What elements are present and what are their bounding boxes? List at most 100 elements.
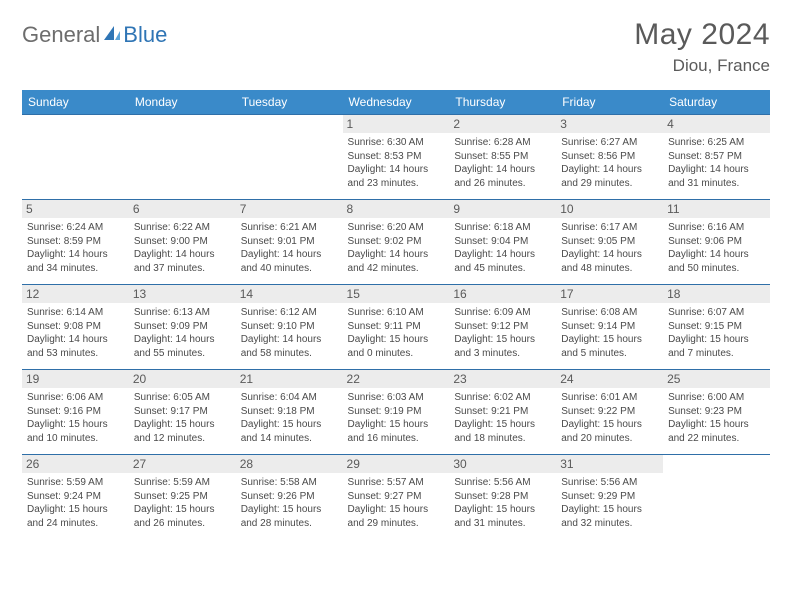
calendar-cell: 31 Sunrise: 5:56 AMSunset: 9:29 PMDayligh… [556, 455, 663, 540]
day-number: 28 [236, 455, 343, 473]
month-title: May 2024 [634, 18, 770, 52]
calendar-cell: 8 Sunrise: 6:20 AMSunset: 9:02 PMDaylight… [343, 200, 450, 285]
day-detail-text: Sunrise: 6:02 AMSunset: 9:21 PMDaylight:… [454, 391, 551, 445]
day-detail-text: Sunrise: 6:08 AMSunset: 9:14 PMDaylight:… [561, 306, 658, 360]
calendar-cell: 6Sunrise: 6:22 AMSunset: 9:00 PMDaylight… [129, 200, 236, 285]
day-detail-text: Sunrise: 6:27 AMSunset: 8:56 PMDaylight:… [561, 136, 658, 190]
day-header-wed: Wednesday [343, 90, 450, 115]
day-detail-text: Sunrise: 6:18 AMSunset: 9:04 PMDaylight:… [454, 221, 551, 275]
calendar-cell: 22 Sunrise: 6:03 AMSunset: 9:19 PMDayligh… [343, 370, 450, 455]
header: General Blue May 2024 Diou, France [22, 18, 770, 76]
day-number: 10 [556, 200, 663, 218]
day-number: 29 [343, 455, 450, 473]
calendar-cell: 12 Sunrise: 6:14 AMSunset: 9:08 PMDayligh… [22, 285, 129, 370]
day-number: 19 [22, 370, 129, 388]
day-number: 7 [236, 200, 343, 218]
calendar-cell: 26Sunrise: 5:59 AMSunset: 9:24 PMDayligh… [22, 455, 129, 540]
day-number: 17 [556, 285, 663, 303]
calendar-page: General Blue May 2024 Diou, France Sunda… [0, 0, 792, 540]
day-detail-text: Sunrise: 6:09 AMSunset: 9:12 PMDaylight:… [454, 306, 551, 360]
day-detail-text: Sunrise: 6:00 AMSunset: 9:23 PMDaylight:… [668, 391, 765, 445]
calendar-cell: 5 Sunrise: 6:24 AMSunset: 8:59 PMDaylight… [22, 200, 129, 285]
location-text: Diou, France [634, 56, 770, 76]
day-detail-text: Sunrise: 6:28 AMSunset: 8:55 PMDaylight:… [454, 136, 551, 190]
day-number: 12 [22, 285, 129, 303]
calendar-header-row: Sunday Monday Tuesday Wednesday Thursday… [22, 90, 770, 115]
day-number: 2 [449, 115, 556, 133]
calendar-cell: 23 Sunrise: 6:02 AMSunset: 9:21 PMDayligh… [449, 370, 556, 455]
day-number: 9 [449, 200, 556, 218]
calendar-cell: 15 Sunrise: 6:10 AMSunset: 9:11 PMDayligh… [343, 285, 450, 370]
day-number: 24 [556, 370, 663, 388]
calendar-cell [663, 455, 770, 540]
day-detail-text: Sunrise: 6:16 AMSunset: 9:06 PMDaylight:… [668, 221, 765, 275]
calendar-cell: 13 Sunrise: 6:13 AMSunset: 9:09 PMDayligh… [129, 285, 236, 370]
day-number: 1 [343, 115, 450, 133]
calendar-week-row: 5 Sunrise: 6:24 AMSunset: 8:59 PMDaylight… [22, 200, 770, 285]
logo: General Blue [22, 22, 167, 48]
calendar-cell: 29Sunrise: 5:57 AMSunset: 9:27 PMDayligh… [343, 455, 450, 540]
calendar-cell: 4Sunrise: 6:25 AMSunset: 8:57 PMDaylight… [663, 115, 770, 200]
day-number: 3 [556, 115, 663, 133]
calendar-cell: 3 Sunrise: 6:27 AMSunset: 8:56 PMDaylight… [556, 115, 663, 200]
title-block: May 2024 Diou, France [634, 18, 770, 76]
day-number: 20 [129, 370, 236, 388]
day-detail-text: Sunrise: 6:13 AMSunset: 9:09 PMDaylight:… [134, 306, 231, 360]
calendar-cell: 16 Sunrise: 6:09 AMSunset: 9:12 PMDayligh… [449, 285, 556, 370]
day-number: 30 [449, 455, 556, 473]
day-detail-text: Sunrise: 6:07 AMSunset: 9:15 PMDaylight:… [668, 306, 765, 360]
calendar-cell: 20Sunrise: 6:05 AMSunset: 9:17 PMDayligh… [129, 370, 236, 455]
day-header-sun: Sunday [22, 90, 129, 115]
calendar-cell: 30Sunrise: 5:56 AMSunset: 9:28 PMDayligh… [449, 455, 556, 540]
day-number: 5 [22, 200, 129, 218]
day-header-sat: Saturday [663, 90, 770, 115]
day-number: 26 [22, 455, 129, 473]
calendar-week-row: 1 Sunrise: 6:30 AMSunset: 8:53 PMDaylight… [22, 115, 770, 200]
calendar-cell: 27Sunrise: 5:59 AMSunset: 9:25 PMDayligh… [129, 455, 236, 540]
day-detail-text: Sunrise: 6:20 AMSunset: 9:02 PMDaylight:… [348, 221, 445, 275]
calendar-cell: 7Sunrise: 6:21 AMSunset: 9:01 PMDaylight… [236, 200, 343, 285]
calendar-cell: 1 Sunrise: 6:30 AMSunset: 8:53 PMDaylight… [343, 115, 450, 200]
day-detail-text: Sunrise: 6:03 AMSunset: 9:19 PMDaylight:… [348, 391, 445, 445]
calendar-cell: 10 Sunrise: 6:17 AMSunset: 9:05 PMDayligh… [556, 200, 663, 285]
day-detail-text: Sunrise: 5:58 AMSunset: 9:26 PMDaylight:… [241, 476, 338, 530]
day-number: 14 [236, 285, 343, 303]
day-header-tue: Tuesday [236, 90, 343, 115]
calendar-cell [129, 115, 236, 200]
day-number: 25 [663, 370, 770, 388]
calendar-cell: 9 Sunrise: 6:18 AMSunset: 9:04 PMDaylight… [449, 200, 556, 285]
day-number: 22 [343, 370, 450, 388]
day-detail-text: Sunrise: 6:24 AMSunset: 8:59 PMDaylight:… [27, 221, 124, 275]
calendar-cell: 28 Sunrise: 5:58 AMSunset: 9:26 PMDayligh… [236, 455, 343, 540]
day-number: 15 [343, 285, 450, 303]
calendar-body: 1 Sunrise: 6:30 AMSunset: 8:53 PMDaylight… [22, 115, 770, 540]
day-detail-text: Sunrise: 6:14 AMSunset: 9:08 PMDaylight:… [27, 306, 124, 360]
calendar-cell: 25 Sunrise: 6:00 AMSunset: 9:23 PMDayligh… [663, 370, 770, 455]
day-number: 13 [129, 285, 236, 303]
day-number: 23 [449, 370, 556, 388]
day-number: 4 [663, 115, 770, 133]
day-header-fri: Friday [556, 90, 663, 115]
day-detail-text: Sunrise: 5:56 AMSunset: 9:29 PMDaylight:… [561, 476, 658, 530]
day-header-mon: Monday [129, 90, 236, 115]
calendar-table: Sunday Monday Tuesday Wednesday Thursday… [22, 90, 770, 540]
day-detail-text: Sunrise: 6:10 AMSunset: 9:11 PMDaylight:… [348, 306, 445, 360]
day-number: 31 [556, 455, 663, 473]
day-detail-text: Sunrise: 6:12 AMSunset: 9:10 PMDaylight:… [241, 306, 338, 360]
day-detail-text: Sunrise: 6:04 AMSunset: 9:18 PMDaylight:… [241, 391, 338, 445]
day-number: 16 [449, 285, 556, 303]
day-number: 18 [663, 285, 770, 303]
day-detail-text: Sunrise: 6:30 AMSunset: 8:53 PMDaylight:… [348, 136, 445, 190]
calendar-cell: 14 Sunrise: 6:12 AMSunset: 9:10 PMDayligh… [236, 285, 343, 370]
day-number: 21 [236, 370, 343, 388]
calendar-cell: 21 Sunrise: 6:04 AMSunset: 9:18 PMDayligh… [236, 370, 343, 455]
day-detail-text: Sunrise: 6:17 AMSunset: 9:05 PMDaylight:… [561, 221, 658, 275]
calendar-cell: 19Sunrise: 6:06 AMSunset: 9:16 PMDayligh… [22, 370, 129, 455]
calendar-cell: 18 Sunrise: 6:07 AMSunset: 9:15 PMDayligh… [663, 285, 770, 370]
day-detail-text: Sunrise: 5:59 AMSunset: 9:25 PMDaylight:… [134, 476, 231, 530]
calendar-week-row: 26Sunrise: 5:59 AMSunset: 9:24 PMDayligh… [22, 455, 770, 540]
logo-text-blue: Blue [123, 22, 167, 48]
calendar-week-row: 19Sunrise: 6:06 AMSunset: 9:16 PMDayligh… [22, 370, 770, 455]
day-number: 8 [343, 200, 450, 218]
calendar-week-row: 12 Sunrise: 6:14 AMSunset: 9:08 PMDayligh… [22, 285, 770, 370]
